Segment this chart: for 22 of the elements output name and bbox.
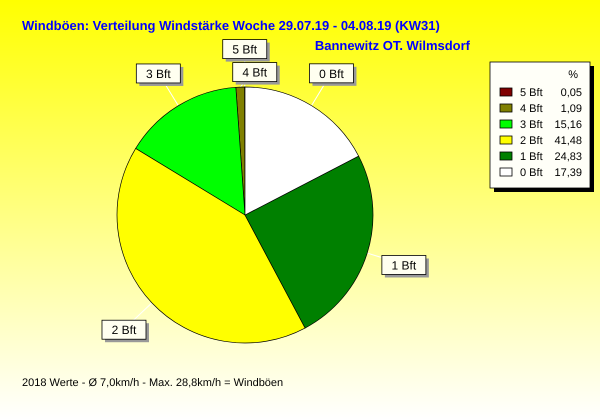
slice-label: 0 Bft	[319, 66, 344, 81]
legend-label: 4 Bft	[520, 103, 543, 115]
data-label: 1,09	[560, 103, 582, 115]
slice-label: 4 Bft	[242, 66, 268, 80]
legend-label: 3 Bft	[520, 119, 543, 131]
legend-title: %	[568, 69, 578, 81]
slice-label: 3 Bft	[146, 66, 172, 81]
slice-label: 1 Bft	[392, 258, 417, 272]
data-label: 15,16	[554, 119, 582, 131]
legend-label: 5 Bft	[520, 87, 543, 99]
data-label: 0,05	[560, 87, 582, 99]
slice-label: 5 Bft	[232, 42, 258, 57]
slice-label: 2 Bft	[112, 323, 137, 338]
data-label: 41,48	[554, 135, 582, 147]
chart-title: Windböen: Verteilung Windstärke Woche 29.07.19 - 04.08.19 (KW31)	[22, 18, 440, 33]
data-label: 24,83	[554, 151, 582, 163]
legend-label: 0 Bft	[520, 167, 543, 179]
text: 2018 Werte - Ø 7,0km/h - Max. 28,8km/h = Windböen	[22, 377, 284, 389]
data-label: 17,39	[554, 167, 582, 179]
legend-label: 1 Bft	[520, 151, 543, 163]
chart-subtitle: Bannewitz OT. Wilmsdorf	[314, 38, 471, 53]
legend-label: 2 Bft	[520, 135, 543, 147]
